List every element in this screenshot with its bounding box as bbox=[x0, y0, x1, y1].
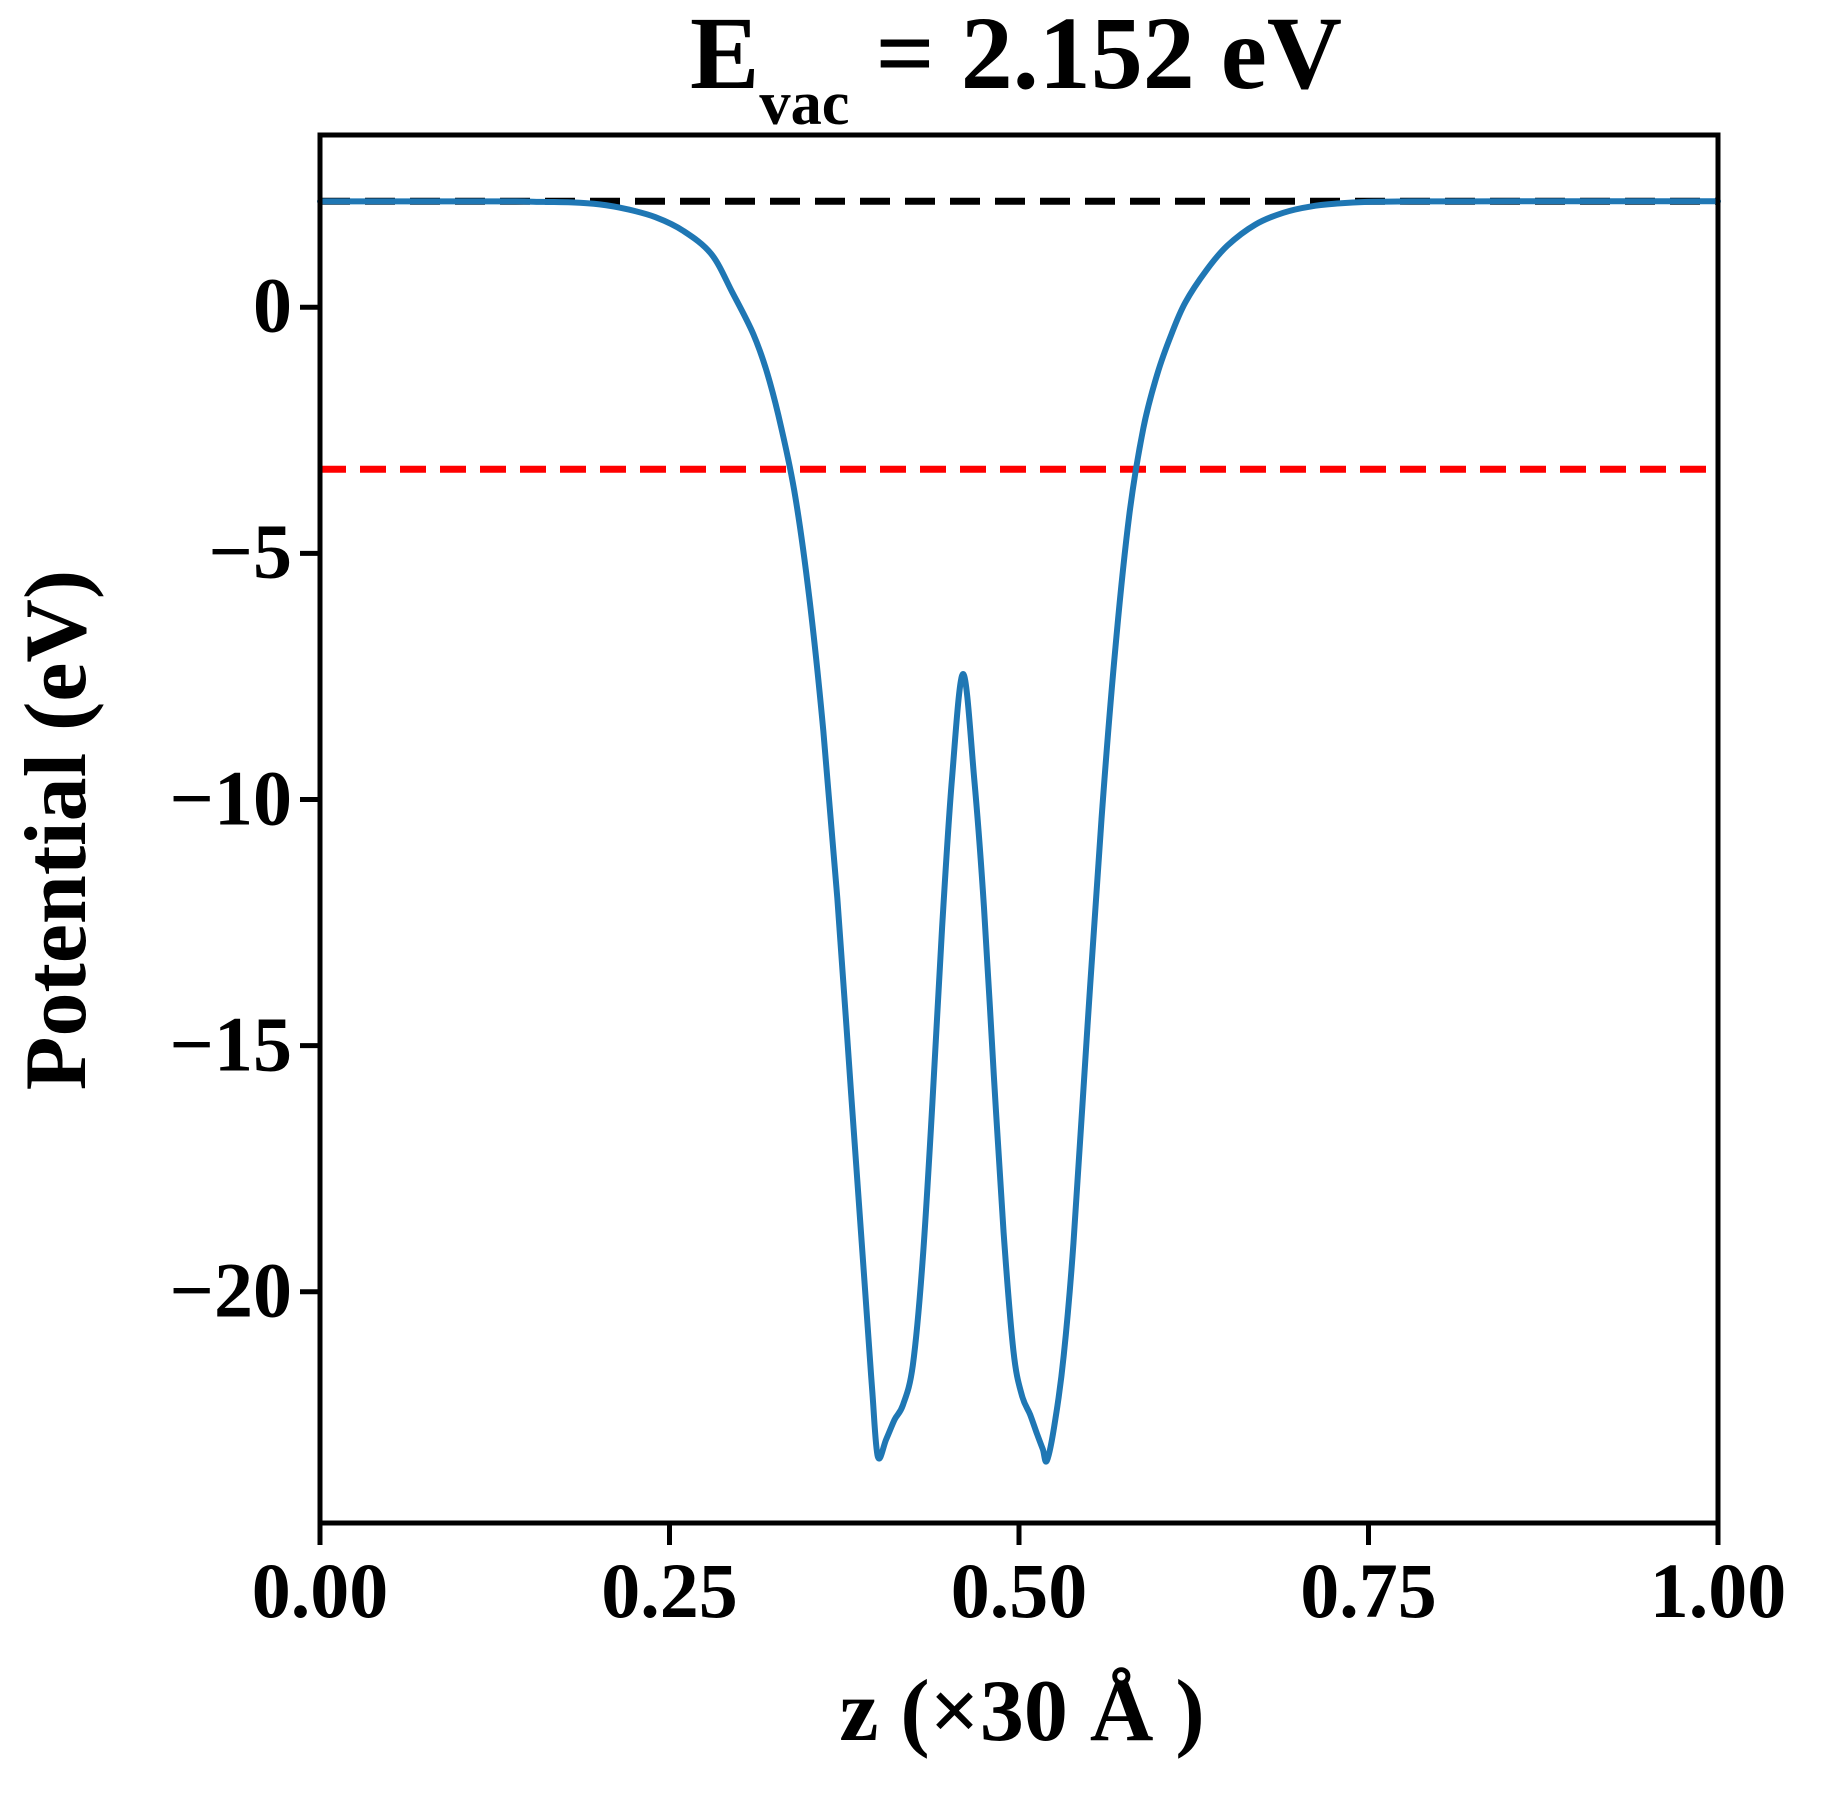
x-tick-label: 0.50 bbox=[950, 1547, 1088, 1634]
y-tick-label: −15 bbox=[169, 1000, 292, 1088]
figure-title: Evac = 2.152 eV bbox=[690, 2, 1342, 135]
title-subscript: vac bbox=[759, 68, 850, 138]
y-tick-label: −5 bbox=[208, 507, 292, 595]
x-axis-label: z (×30 Å ) bbox=[839, 1663, 1205, 1760]
planar-averaged-potential bbox=[317, 198, 1721, 1465]
title-value: = 2.152 eV bbox=[849, 0, 1342, 111]
x-tick-label: 0.75 bbox=[1300, 1547, 1437, 1634]
title-base: E bbox=[690, 0, 760, 111]
x-tick-label: 0.00 bbox=[251, 1547, 389, 1634]
x-tick-label: 1.00 bbox=[1649, 1547, 1787, 1634]
y-tick-label: 0 bbox=[253, 261, 292, 349]
y-tick-label: −10 bbox=[169, 753, 292, 841]
y-tick-label: −20 bbox=[169, 1246, 292, 1334]
x-tick-label: 0.25 bbox=[601, 1547, 738, 1634]
plot-spine bbox=[317, 132, 1721, 1526]
